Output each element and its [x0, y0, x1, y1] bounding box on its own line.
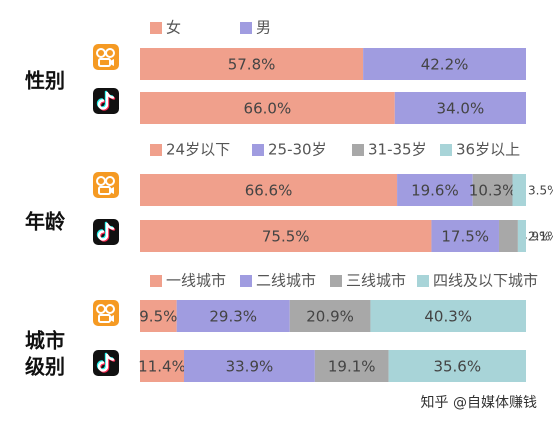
bar-segment-2-1-0 [140, 350, 185, 382]
kuaishou-icon-0-lens [110, 59, 114, 66]
kuaishou-icon-0-ring-right [105, 48, 115, 58]
douyin-icon-2-note [97, 353, 115, 372]
group-label-2-line2: 级别 [25, 355, 65, 379]
bar-label-1-1-3: 2.1% [528, 230, 553, 244]
bar-label-2-1-0: 11.4% [138, 358, 186, 376]
legend-label-2-0: 一线城市 [166, 272, 226, 290]
legend-swatch-1-2 [352, 144, 364, 156]
bar-label-2-0-3: 40.3% [424, 308, 472, 326]
legend-swatch-2-0 [150, 275, 162, 287]
bar-label-2-1-2: 19.1% [328, 358, 376, 376]
bar-label-2-0-1: 29.3% [209, 308, 257, 326]
douyin-icon-0-note [97, 91, 115, 110]
bar-label-2-1-3: 35.6% [433, 358, 481, 376]
group-label-1: 年龄 [25, 210, 66, 234]
bar-segment-2-1-1 [184, 350, 315, 382]
bar-segment-1-1-2 [498, 220, 518, 252]
legend-swatch-1-0 [150, 144, 162, 156]
bar-segment-0-0-0 [140, 48, 364, 80]
bar-label-1-0-2: 10.3% [469, 182, 517, 200]
bar-segment-2-0-0 [140, 300, 177, 332]
legend-label-0-0: 女 [166, 19, 181, 37]
kuaishou-icon-2-ring-right [105, 304, 115, 314]
legend-label-1-3: 36岁以上 [456, 141, 520, 159]
bar-label-0-0-1: 42.2% [421, 56, 469, 74]
kuaishou-icon-2-lens [110, 315, 114, 322]
douyin-icon-1-note [97, 222, 115, 241]
bar-label-2-0-0: 9.5% [139, 308, 177, 326]
watermark: 知乎 @自媒体赚钱 [420, 395, 537, 411]
bar-segment-1-0-0 [140, 174, 398, 206]
bar-segment-1-1-0 [140, 220, 432, 252]
bar-segment-2-0-2 [289, 300, 371, 332]
bar-segment-2-0-1 [176, 300, 290, 332]
bar-label-2-1-1: 33.9% [226, 358, 274, 376]
legend-label-0-1: 男 [256, 19, 271, 37]
bar-label-1-0-3: 3.5% [528, 184, 553, 198]
bar-label-1-1-2: 4.9% [520, 230, 551, 244]
bar-segment-2-1-3 [388, 350, 526, 382]
bar-segment-0-1-1 [394, 92, 526, 124]
bar-label-1-0-0: 66.6% [245, 182, 293, 200]
legend-label-2-3: 四线及以下城市 [433, 272, 538, 290]
bar-label-1-1-0: 75.5% [262, 228, 310, 246]
legend-swatch-0-1 [240, 22, 252, 34]
legend-swatch-2-3 [417, 275, 429, 287]
bar-label-2-0-2: 20.9% [306, 308, 354, 326]
group-label-2-line1: 城市 [25, 329, 65, 353]
bar-label-0-1-1: 34.0% [437, 100, 485, 118]
legend-label-1-0: 24岁以下 [166, 141, 230, 159]
legend-label-2-2: 三线城市 [346, 272, 406, 290]
bar-segment-0-1-0 [140, 92, 395, 124]
bar-segment-0-0-1 [363, 48, 526, 80]
legend-label-2-1: 二线城市 [256, 272, 316, 290]
legend-swatch-1-3 [440, 144, 452, 156]
kuaishou-icon-1-lens [110, 187, 114, 194]
bar-segment-1-0-2 [472, 174, 513, 206]
bar-segment-1-1-3 [517, 220, 526, 252]
bar-segment-2-1-2 [314, 350, 389, 382]
legend-swatch-2-1 [240, 275, 252, 287]
legend-swatch-1-1 [252, 144, 264, 156]
bar-segment-2-0-3 [370, 300, 526, 332]
kuaishou-icon-1-ring-right [105, 176, 115, 186]
bar-label-0-0-0: 57.8% [228, 56, 276, 74]
group-label-0: 性别 [25, 69, 65, 93]
bar-segment-1-0-3 [512, 174, 526, 206]
legend-label-1-2: 31-35岁 [368, 141, 427, 159]
bar-label-1-0-1: 19.6% [411, 182, 459, 200]
bar-segment-1-0-1 [397, 174, 473, 206]
legend-swatch-0-0 [150, 22, 162, 34]
bar-segment-1-1-1 [431, 220, 499, 252]
bar-label-1-1-1: 17.5% [441, 228, 489, 246]
legend-swatch-2-2 [330, 275, 342, 287]
bar-label-0-1-0: 66.0% [244, 100, 292, 118]
legend-label-1-1: 25-30岁 [268, 141, 327, 159]
